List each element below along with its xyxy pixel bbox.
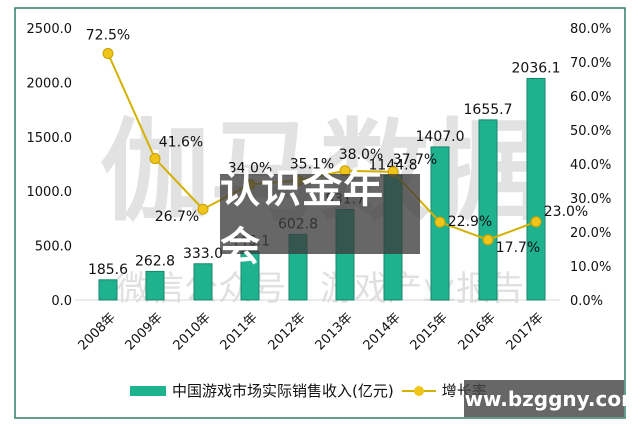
left-axis: 0.0 500.0 1000.0 1500.0 2000.0 2500.0 [27,22,73,309]
right-tick-label: 60.0% [570,90,611,105]
right-tick-label: 0.0% [570,294,603,309]
left-tick-label: 1500.0 [27,131,73,146]
right-tick-label: 30.0% [570,192,611,207]
growth-value-label: 23.0% [544,204,588,220]
growth-marker [434,216,446,228]
right-axis: 0.0% 10.0% 20.0% 30.0% 40.0% 50.0% 60.0% 70.0% 8… [570,22,611,309]
growth-marker [197,203,209,215]
bar-value-label: 1655.7 [464,102,513,118]
growth-value-label: 22.9% [448,214,492,230]
right-tick-label: 80.0% [570,22,611,37]
left-tick-label: 2000.0 [27,76,73,91]
bar-value-label: 1407.0 [416,129,465,145]
bar [145,270,165,301]
legend-bar-swatch [130,385,166,396]
legend-line-swatch [401,385,436,396]
growth-value-label: 38.0% [339,147,383,163]
bar [98,279,118,301]
left-tick-label: 500.0 [35,240,72,255]
right-tick-label: 40.0% [570,158,611,173]
bar [526,77,546,301]
growth-value-label: 17.7% [496,240,540,256]
bar-value-label: 333.0 [183,246,223,262]
growth-marker [482,234,494,246]
growth-value-label: 41.6% [159,135,203,151]
growth-value-label: 35.1% [290,157,334,173]
legend: 中国游戏市场实际销售收入(亿元) 增长率 [130,380,487,401]
right-tick-label: 70.0% [570,56,611,71]
growth-value-label: 37.7% [393,152,437,168]
overlay-site-banner: www.bzggny.com [446,380,640,417]
left-tick-label: 1000.0 [27,185,73,200]
legend-bar-label: 中国游戏市场实际销售收入(亿元) [172,382,394,400]
left-tick-label: 0.0 [51,294,72,309]
overlay-title-banner: 认识金年会 [220,166,420,270]
right-tick-label: 20.0% [570,226,611,241]
growth-value-label: 34.0% [228,160,272,176]
bar-value-label: 262.8 [135,253,175,269]
watermark-small: 微信公众号：游戏产业报告 [116,269,524,309]
bar-value-label: 185.6 [88,262,128,278]
left-tick-label: 2500.0 [27,22,73,37]
growth-marker [530,216,542,228]
bar-value-label: 1144.8 [369,157,418,173]
right-tick-label: 50.0% [570,124,611,139]
right-tick-label: 10.0% [570,260,611,275]
growth-value-label: 72.5% [86,28,130,44]
bar [478,119,498,301]
growth-marker [149,153,161,165]
growth-value-label: 26.7% [155,209,199,225]
bar-value-label: 2036.1 [512,60,561,76]
growth-marker [102,48,114,59]
bar [193,263,213,301]
